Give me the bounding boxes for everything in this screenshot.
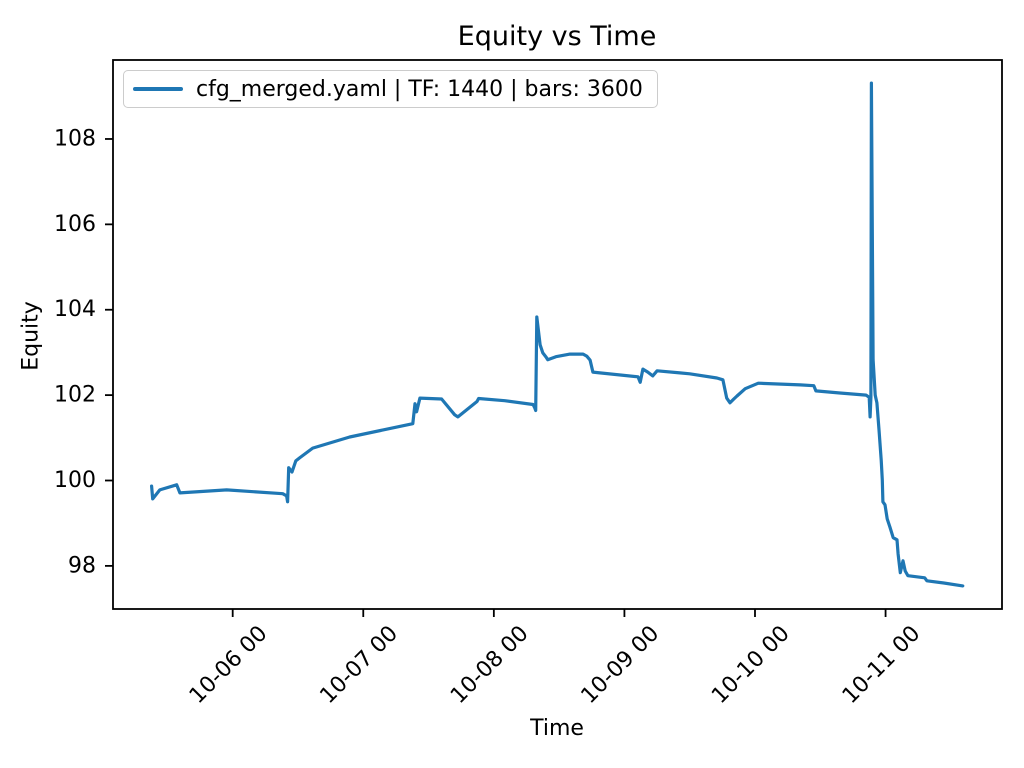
y-tick-label: 108 xyxy=(54,126,96,151)
y-axis-label: Equity xyxy=(18,301,44,371)
axes-frame xyxy=(112,59,1003,610)
chart-title: Equity vs Time xyxy=(457,21,657,52)
x-tick-label: 10-09 00 xyxy=(577,621,665,709)
y-tick-label: 98 xyxy=(68,553,96,578)
x-tick-label: 10-06 00 xyxy=(185,621,273,709)
x-tick-label: 10-11 00 xyxy=(838,621,926,709)
y-tick-label: 104 xyxy=(54,297,96,322)
y-tick-label: 102 xyxy=(54,383,96,408)
equity-line xyxy=(150,81,965,588)
legend: cfg_merged.yaml | TF: 1440 | bars: 3600 xyxy=(123,70,658,108)
x-tick-label: 10-07 00 xyxy=(315,621,403,709)
y-tick-label: 100 xyxy=(54,468,96,493)
y-tick-label: 106 xyxy=(54,212,96,237)
x-tick-label: 10-10 00 xyxy=(707,621,795,709)
legend-entry-label: cfg_merged.yaml | TF: 1440 | bars: 3600 xyxy=(196,76,643,102)
legend-line-swatch xyxy=(133,87,183,91)
x-tick-label: 10-08 00 xyxy=(446,621,534,709)
x-axis-label: Time xyxy=(530,716,584,741)
